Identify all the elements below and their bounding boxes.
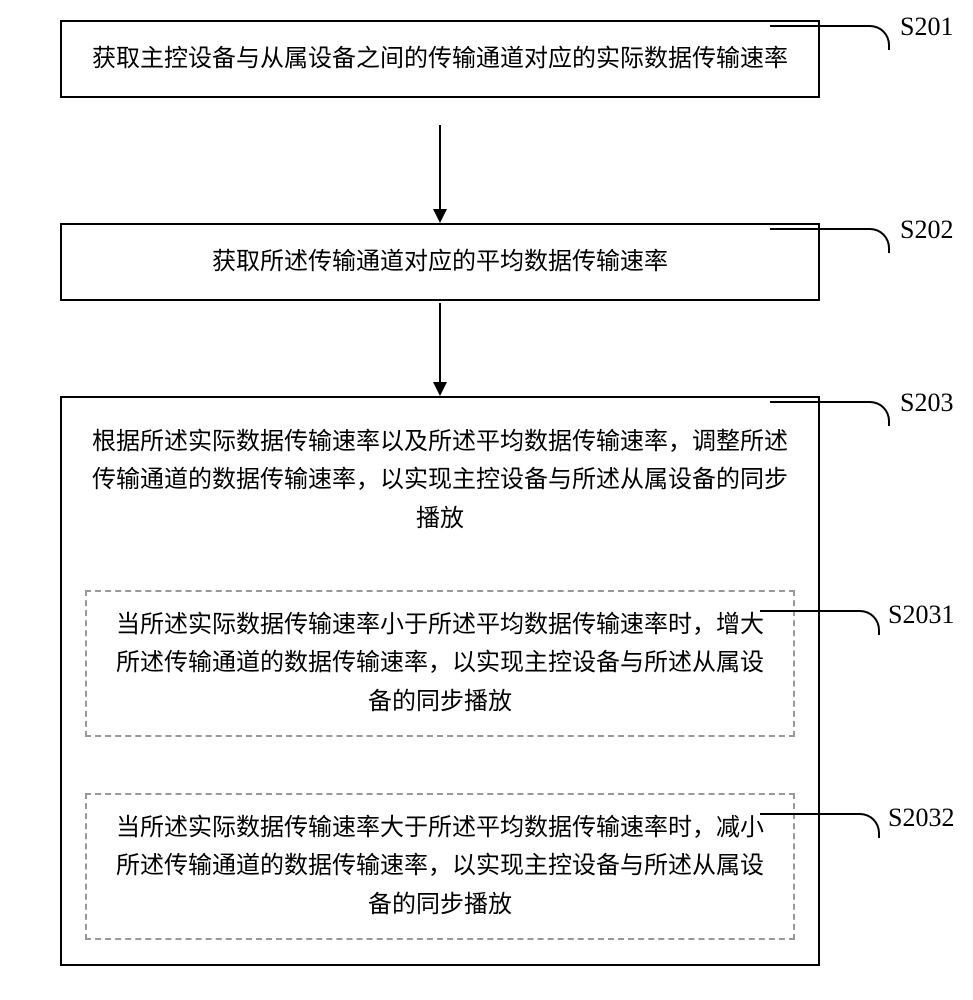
step-s203-text: 根据所述实际数据传输速率以及所述平均数据传输速率，调整所述传输通道的数据传输速率… bbox=[92, 423, 788, 538]
label-s202: S202 bbox=[900, 215, 953, 245]
arrow-1-line bbox=[439, 125, 441, 210]
step-s201: 获取主控设备与从属设备之间的传输通道对应的实际数据传输速率 bbox=[60, 20, 820, 98]
connector-s203 bbox=[770, 401, 890, 426]
substep-s2031-text: 当所述实际数据传输速率小于所述平均数据传输速率时，增大所述传输通道的数据传输速率… bbox=[116, 612, 764, 715]
step-s202: 获取所述传输通道对应的平均数据传输速率 bbox=[60, 223, 820, 301]
substep-s2032: 当所述实际数据传输速率大于所述平均数据传输速率时，减小所述传输通道的数据传输速率… bbox=[85, 793, 795, 940]
connector-s201 bbox=[770, 25, 890, 50]
label-s2031: S2031 bbox=[888, 600, 954, 630]
arrow-1-head bbox=[433, 209, 447, 223]
arrow-2-line bbox=[439, 303, 441, 383]
connector-s2032 bbox=[760, 813, 880, 838]
connector-s2031 bbox=[760, 610, 880, 635]
substep-s2031: 当所述实际数据传输速率小于所述平均数据传输速率时，增大所述传输通道的数据传输速率… bbox=[85, 590, 795, 737]
step-s201-text: 获取主控设备与从属设备之间的传输通道对应的实际数据传输速率 bbox=[92, 46, 788, 72]
label-s201: S201 bbox=[900, 12, 953, 42]
label-s203: S203 bbox=[900, 388, 953, 418]
step-s202-text: 获取所述传输通道对应的平均数据传输速率 bbox=[212, 249, 668, 275]
label-s2032: S2032 bbox=[888, 803, 954, 833]
substep-s2032-text: 当所述实际数据传输速率大于所述平均数据传输速率时，减小所述传输通道的数据传输速率… bbox=[116, 815, 764, 918]
connector-s202 bbox=[770, 228, 890, 253]
arrow-2-head bbox=[433, 382, 447, 396]
